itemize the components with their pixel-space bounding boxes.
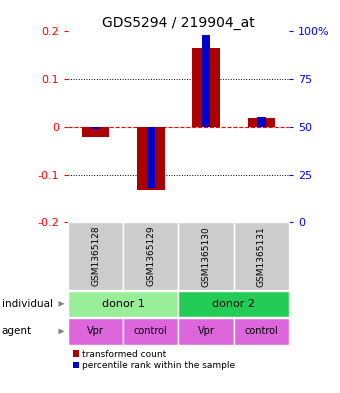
Text: control: control (244, 327, 278, 336)
Bar (123, 318, 178, 345)
Text: individual: individual (2, 299, 53, 309)
Bar (234, 318, 289, 345)
Text: GSM1365128: GSM1365128 (91, 226, 100, 286)
Bar (234, 222, 289, 290)
Text: donor 2: donor 2 (212, 299, 255, 309)
Text: Vpr: Vpr (198, 327, 215, 336)
Bar (68, 290, 178, 317)
Title: GDS5294 / 219904_at: GDS5294 / 219904_at (102, 17, 255, 30)
Text: GSM1365129: GSM1365129 (147, 226, 155, 286)
Bar (192, 48, 220, 127)
Bar (82, 127, 109, 137)
Bar (248, 118, 275, 127)
Bar (137, 127, 165, 190)
Legend: transformed count, percentile rank within the sample: transformed count, percentile rank withi… (72, 350, 236, 370)
Bar (202, 35, 210, 127)
Bar (257, 117, 266, 127)
Bar (68, 222, 123, 290)
Bar (68, 318, 123, 345)
Text: control: control (134, 327, 168, 336)
Bar (147, 127, 155, 188)
Text: agent: agent (2, 327, 32, 336)
Text: GSM1365130: GSM1365130 (202, 226, 210, 286)
Text: GSM1365131: GSM1365131 (257, 226, 266, 286)
Bar (178, 318, 234, 345)
Bar (178, 290, 289, 317)
Text: donor 1: donor 1 (102, 299, 145, 309)
Bar (91, 127, 100, 129)
Bar (123, 222, 178, 290)
Text: Vpr: Vpr (87, 327, 104, 336)
Bar (178, 222, 234, 290)
